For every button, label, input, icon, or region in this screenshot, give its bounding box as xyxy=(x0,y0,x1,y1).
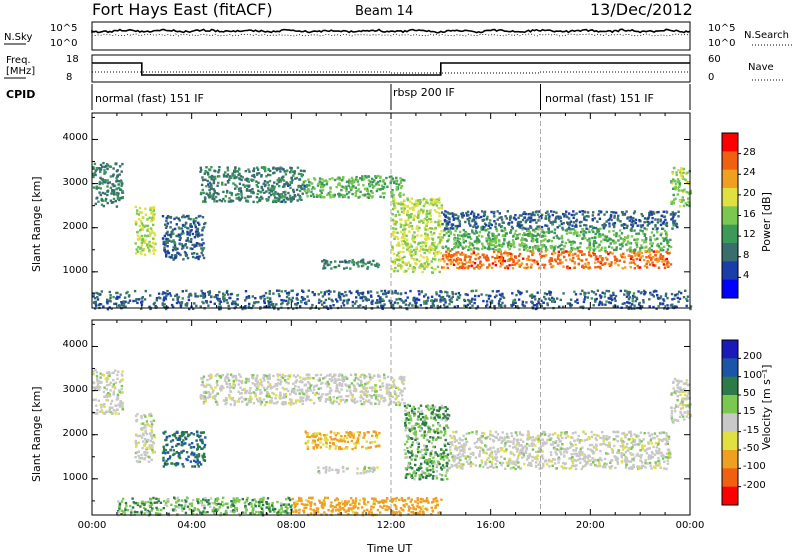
velocity-colorbar-swatch-0 xyxy=(722,340,738,359)
velocity-colorbar-swatch-7 xyxy=(722,468,738,487)
velocity-colorbar-swatch-2 xyxy=(722,377,738,396)
nsky-line xyxy=(92,29,690,33)
power-colorbar-swatch-6 xyxy=(722,243,738,262)
nave-line xyxy=(92,72,690,73)
velocity-colorbar-swatch-5 xyxy=(722,432,738,451)
power-colorbar-swatch-8 xyxy=(722,280,738,299)
power-colorbar-swatch-2 xyxy=(722,170,738,189)
power-colorbar-swatch-3 xyxy=(722,188,738,207)
nsearch-line xyxy=(92,34,690,36)
power-colorbar-swatch-5 xyxy=(722,225,738,244)
power-colorbar-swatch-0 xyxy=(722,133,738,152)
velocity-echo-layer xyxy=(92,369,692,517)
velocity-colorbar-swatch-8 xyxy=(722,487,738,506)
power-colorbar-swatch-4 xyxy=(722,206,738,225)
velocity-colorbar-swatch-4 xyxy=(722,413,738,432)
power-colorbar-swatch-7 xyxy=(722,261,738,280)
power-colorbar-swatch-1 xyxy=(722,151,738,170)
freq-frame xyxy=(92,55,690,82)
velocity-colorbar-swatch-6 xyxy=(722,450,738,469)
velocity-colorbar-swatch-3 xyxy=(722,395,738,414)
power-echo-layer xyxy=(92,162,692,311)
velocity-colorbar-swatch-1 xyxy=(722,358,738,377)
